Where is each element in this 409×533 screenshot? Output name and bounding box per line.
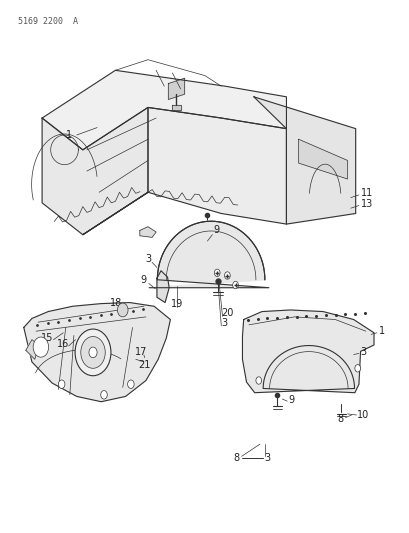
Polygon shape bbox=[149, 221, 268, 288]
Circle shape bbox=[75, 329, 111, 376]
Polygon shape bbox=[42, 108, 148, 235]
Polygon shape bbox=[172, 105, 180, 110]
Text: 13: 13 bbox=[360, 199, 372, 209]
Circle shape bbox=[81, 336, 105, 368]
Polygon shape bbox=[157, 271, 169, 303]
Circle shape bbox=[255, 377, 261, 384]
Text: 8: 8 bbox=[336, 414, 342, 424]
Text: 9: 9 bbox=[213, 225, 219, 236]
Text: 17: 17 bbox=[134, 348, 146, 358]
Text: 19: 19 bbox=[171, 298, 183, 309]
Circle shape bbox=[58, 380, 65, 389]
Text: 18: 18 bbox=[110, 297, 122, 308]
Text: 10: 10 bbox=[356, 410, 368, 420]
Polygon shape bbox=[42, 70, 286, 150]
Circle shape bbox=[224, 272, 230, 279]
Text: 1: 1 bbox=[378, 326, 384, 336]
Circle shape bbox=[33, 337, 49, 357]
Polygon shape bbox=[253, 97, 355, 224]
Text: 8: 8 bbox=[233, 454, 239, 463]
Circle shape bbox=[101, 391, 107, 399]
Text: 9: 9 bbox=[140, 274, 146, 285]
Text: 16: 16 bbox=[57, 339, 69, 349]
Text: 3: 3 bbox=[359, 348, 365, 358]
Polygon shape bbox=[24, 303, 170, 402]
Polygon shape bbox=[26, 340, 39, 359]
Text: 21: 21 bbox=[138, 360, 151, 369]
Circle shape bbox=[117, 303, 128, 317]
Text: 3: 3 bbox=[221, 318, 227, 328]
Polygon shape bbox=[242, 310, 373, 393]
Polygon shape bbox=[83, 108, 286, 235]
Polygon shape bbox=[298, 139, 347, 179]
Circle shape bbox=[127, 380, 134, 389]
Text: 9: 9 bbox=[288, 395, 294, 405]
Polygon shape bbox=[168, 78, 184, 100]
Text: 3: 3 bbox=[264, 454, 270, 463]
Text: 1: 1 bbox=[65, 130, 72, 140]
Circle shape bbox=[354, 365, 360, 372]
Text: 20: 20 bbox=[221, 308, 233, 318]
Text: 5169 2200  A: 5169 2200 A bbox=[18, 17, 77, 26]
Text: 3: 3 bbox=[145, 254, 151, 263]
Text: 11: 11 bbox=[360, 188, 372, 198]
Polygon shape bbox=[139, 227, 156, 237]
Circle shape bbox=[214, 269, 220, 277]
Text: 15: 15 bbox=[41, 333, 53, 343]
Circle shape bbox=[232, 281, 238, 289]
Circle shape bbox=[89, 347, 97, 358]
